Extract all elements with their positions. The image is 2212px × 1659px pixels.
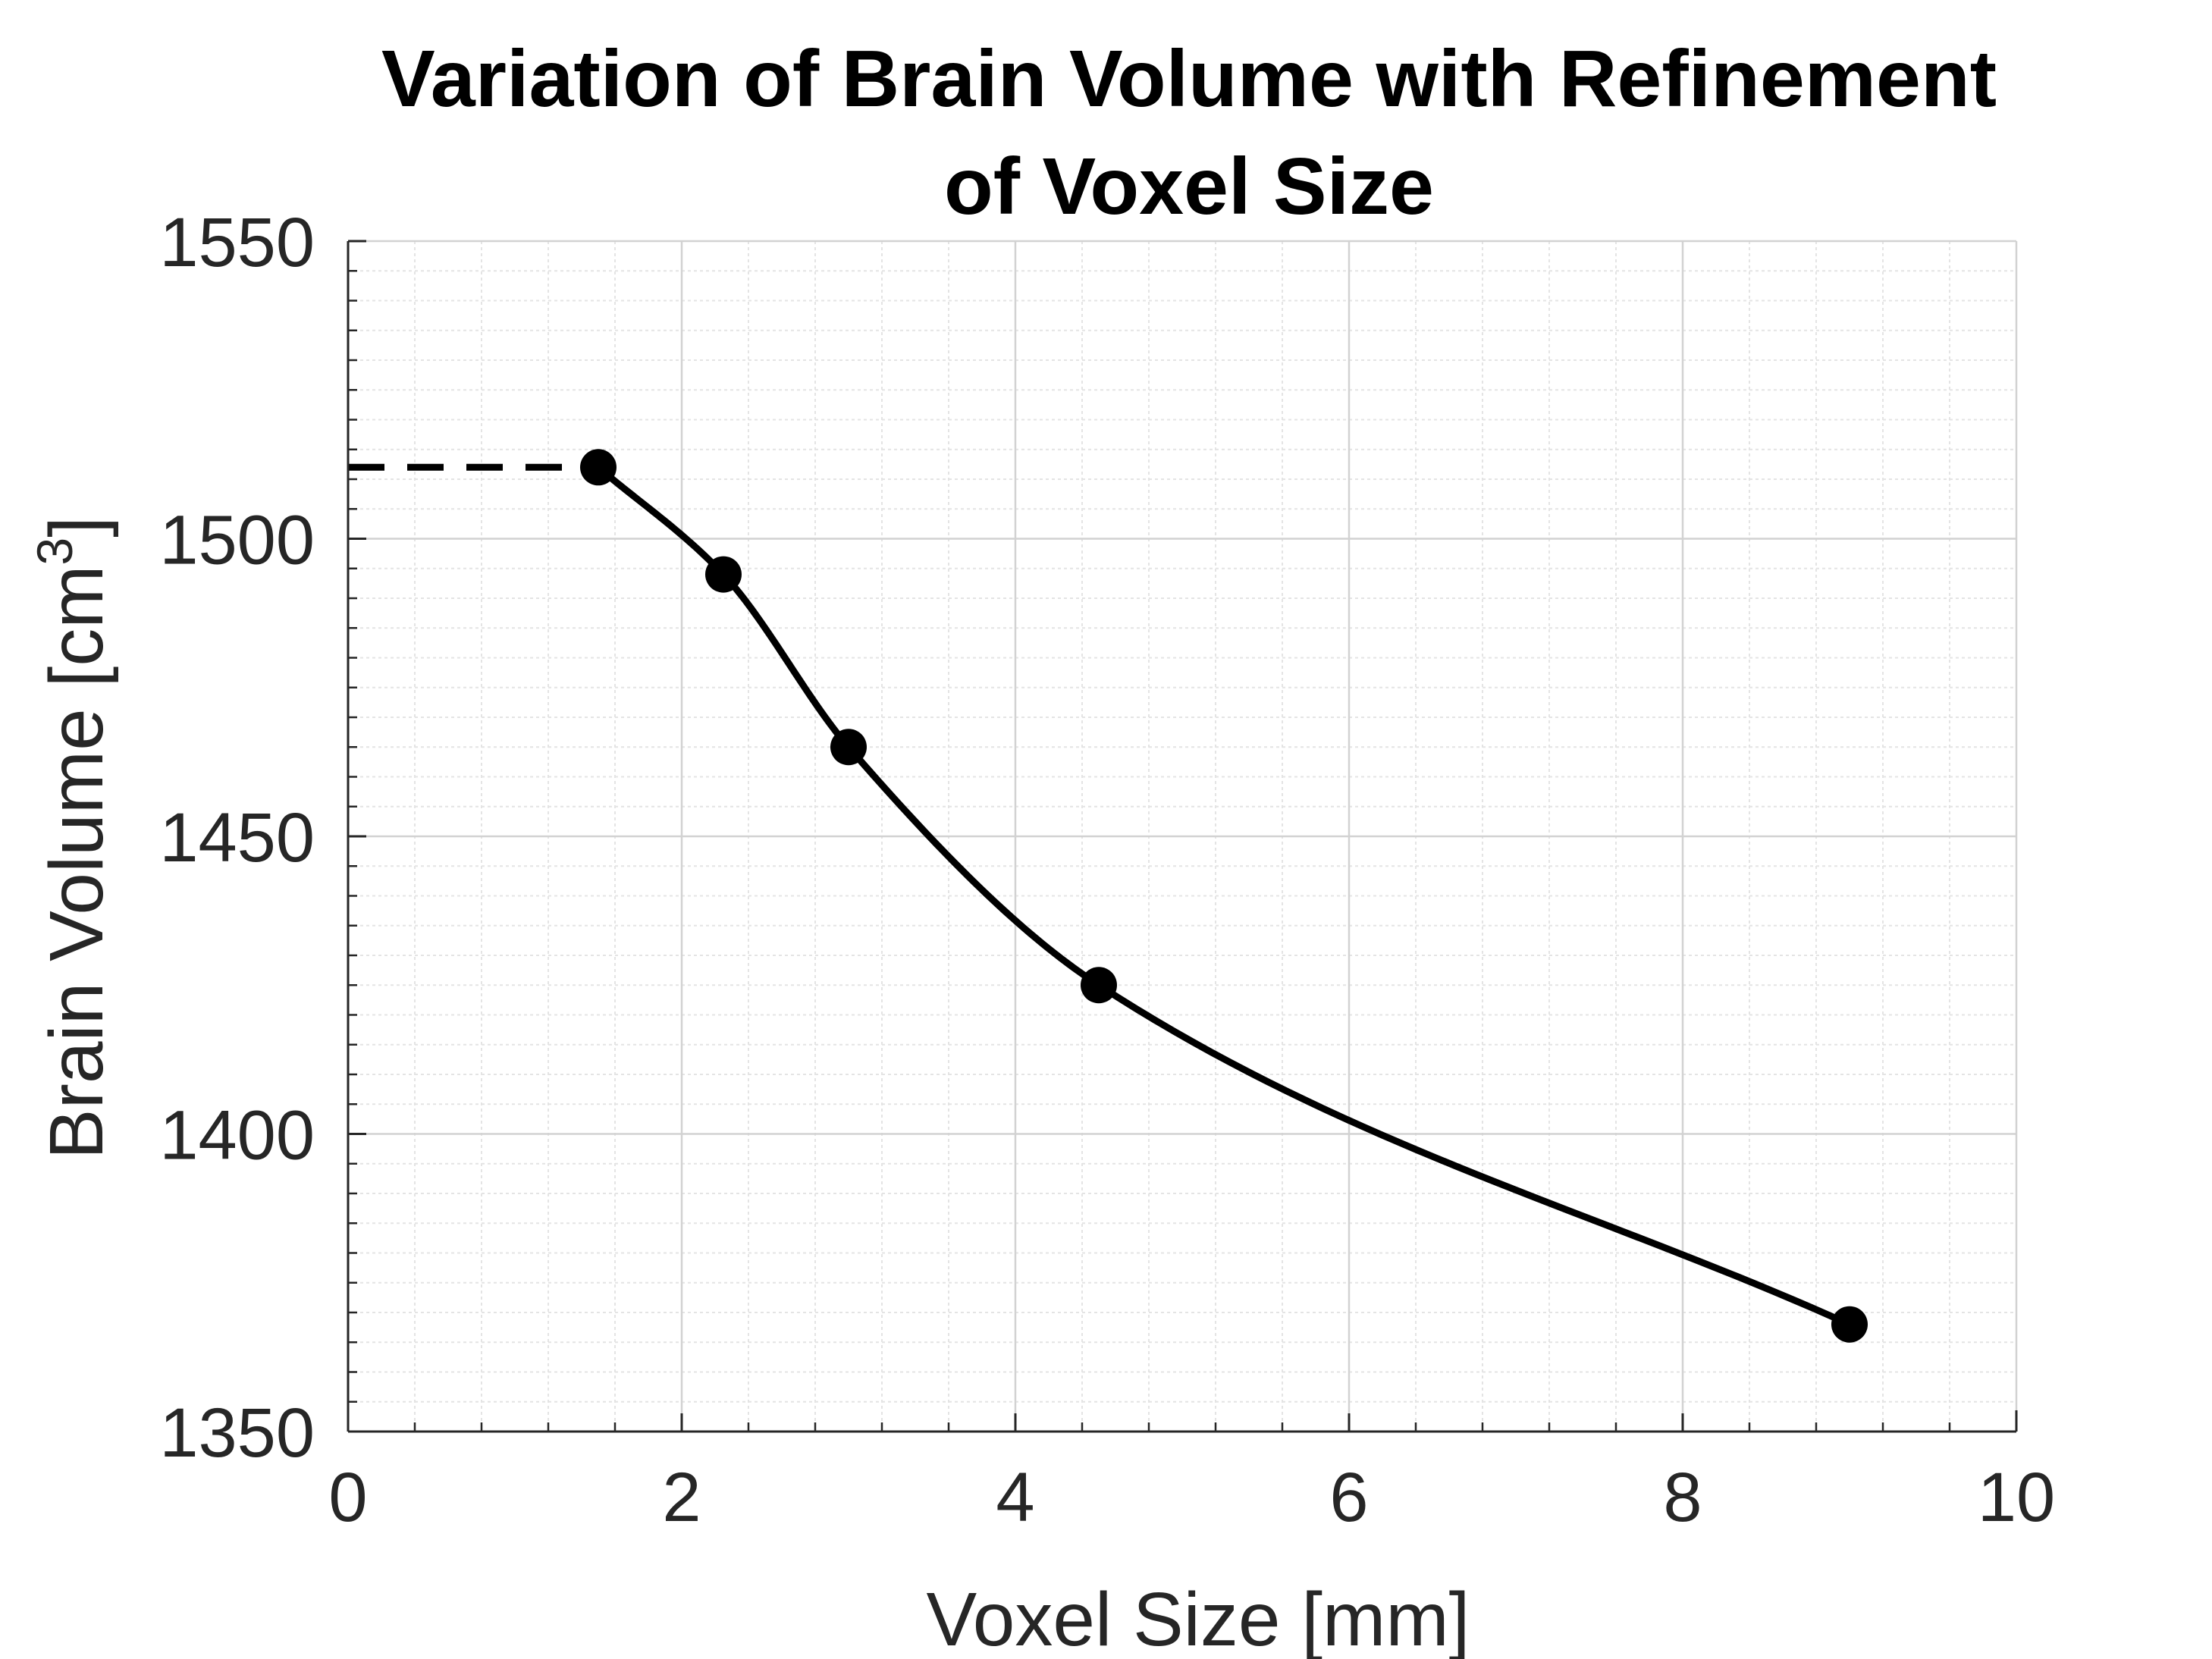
major-grid	[347, 240, 2018, 1433]
y-tick-label: 1450	[159, 799, 315, 877]
y-tick-labels: 1350 1400 1450 1500 1550	[159, 204, 315, 1472]
x-tick-label: 2	[662, 1459, 701, 1536]
plot-area	[347, 240, 2018, 1433]
series-layer	[348, 449, 1868, 1343]
y-tick-label: 1400	[159, 1097, 315, 1174]
data-point-marker	[1081, 967, 1117, 1004]
data-point-marker	[705, 556, 742, 593]
y-axis-label-superscript: 3	[27, 538, 83, 566]
data-point-marker	[580, 449, 617, 486]
y-tick-label: 1550	[159, 204, 315, 281]
y-axis-label-main: Brain Volume [cm	[34, 565, 119, 1159]
data-point-marker	[1831, 1306, 1868, 1343]
x-tick-label: 6	[1329, 1459, 1368, 1536]
y-tick-label: 1500	[159, 502, 315, 579]
chart-title-line-1: Variation of Brain Volume with Refinemen…	[381, 34, 1997, 124]
x-tick-label: 4	[996, 1459, 1034, 1536]
y-axis-label-tail: ]	[34, 516, 119, 538]
y-tick-label: 1350	[159, 1394, 315, 1472]
x-tick-label: 0	[328, 1459, 367, 1536]
x-tick-label: 8	[1663, 1459, 1702, 1536]
axes-layer	[347, 240, 2018, 1433]
y-axis-label: Brain Volume [cm3]	[27, 516, 119, 1159]
x-axis-label: Voxel Size [mm]	[927, 1577, 1470, 1659]
x-tick-label: 10	[1978, 1459, 2055, 1536]
x-tick-labels: 0 2 4 6 8 10	[328, 1459, 2055, 1536]
data-point-marker	[830, 729, 867, 766]
chart-title-line-2: of Voxel Size	[944, 142, 1434, 231]
